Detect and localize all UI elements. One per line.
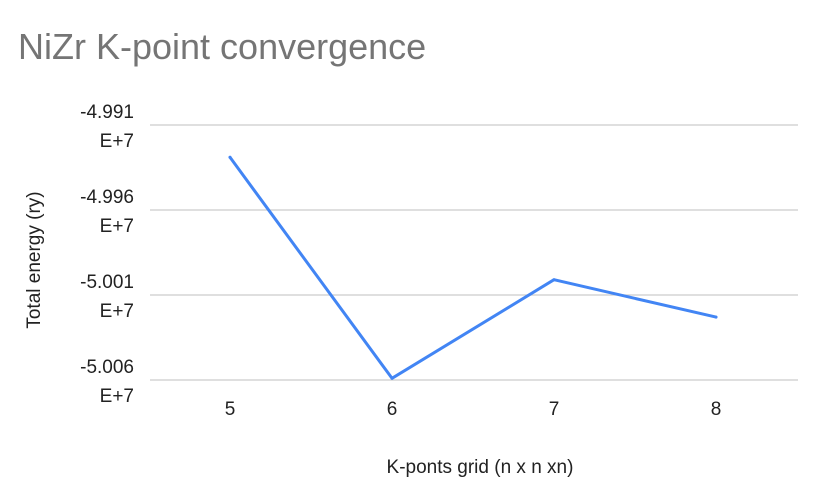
x-axis-title: K-ponts grid (n x n xn) — [387, 457, 574, 478]
y-axis-ticks: -4.991 E+7 -4.996 E+7 -5.001 E+7 -5.006 E+7 — [80, 102, 134, 407]
series-line — [228, 155, 718, 380]
data-point — [390, 376, 394, 380]
x-tick-label: 5 — [225, 399, 236, 420]
y-tick-label: -4.996 — [80, 187, 134, 208]
y-tick-label: -5.001 — [80, 272, 134, 293]
series — [228, 155, 718, 380]
data-point — [552, 278, 556, 282]
chart-title: NiZr K-point convergence — [18, 26, 427, 67]
y-tick-exponent: E+7 — [100, 216, 134, 237]
data-point — [228, 155, 232, 159]
x-tick-label: 8 — [711, 399, 722, 420]
x-tick-label: 7 — [549, 399, 560, 420]
y-tick-exponent: E+7 — [100, 301, 134, 322]
x-tick-label: 6 — [387, 399, 398, 420]
x-axis-ticks: 5 6 7 8 — [225, 399, 722, 420]
y-tick-label: -5.006 — [80, 357, 134, 378]
y-tick-exponent: E+7 — [100, 131, 134, 152]
y-axis-title: Total energy (ry) — [24, 191, 45, 328]
data-point — [714, 315, 718, 319]
y-tick-exponent: E+7 — [100, 386, 134, 407]
gridlines — [150, 124, 798, 381]
y-tick-label: -4.991 — [80, 102, 134, 123]
